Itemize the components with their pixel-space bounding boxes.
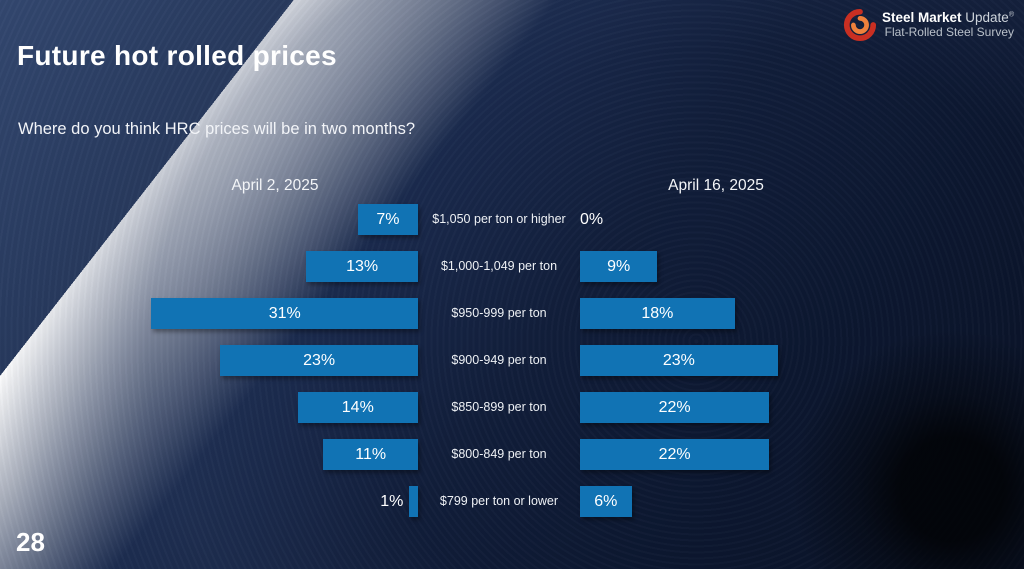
chart-row: 31% $950-999 per ton 18% — [0, 290, 1024, 337]
data-value-label: 0% — [580, 210, 604, 228]
survey-question: Where do you think HRC prices will be in… — [18, 120, 416, 138]
left-bar-cell: 31% — [0, 298, 418, 329]
chart-row: 13% $1,000-1,049 per ton 9% — [0, 243, 1024, 290]
data-bar: 31% — [151, 298, 418, 329]
data-bar: 14% — [297, 392, 418, 423]
brand-logo: Steel Market Update® Flat-Rolled Steel S… — [843, 8, 1014, 42]
left-bar-cell: 13% — [0, 251, 418, 282]
data-bar: 9% — [580, 251, 658, 282]
steel-market-update-swirl-icon — [843, 8, 877, 42]
brand-subtitle: Flat-Rolled Steel Survey — [884, 24, 1014, 39]
category-label: $1,050 per ton or higher — [432, 212, 566, 227]
right-column-header: April 16, 2025 — [668, 177, 764, 194]
brand-name-light: Update — [961, 10, 1009, 26]
left-bar-cell: 1% — [0, 486, 418, 517]
brand-name: Steel Market Update® — [882, 10, 1014, 26]
category-label: $900-949 per ton — [451, 353, 547, 368]
right-bar-cell: 6% — [580, 486, 1024, 517]
left-bar-cell: 23% — [0, 345, 418, 376]
category-label: $850-899 per ton — [451, 400, 547, 415]
page-number: 28 — [16, 527, 45, 557]
chart-row: 1% $799 per ton or lower 6% — [0, 478, 1024, 525]
right-bar-cell: 9% — [580, 251, 1024, 282]
chart-row: 14% $850-899 per ton 22% — [0, 384, 1024, 431]
right-bar-cell: 23% — [580, 345, 1024, 376]
data-bar: 7% — [357, 204, 418, 235]
data-bar: 22% — [580, 392, 770, 423]
data-bar: 23% — [220, 345, 418, 376]
data-bar: 22% — [580, 439, 770, 470]
right-bar-cell: 18% — [580, 298, 1024, 329]
category-label: $950-999 per ton — [451, 306, 547, 321]
left-bar-cell: 11% — [0, 439, 418, 470]
brand-text: Steel Market Update® Flat-Rolled Steel S… — [882, 10, 1014, 39]
right-bar-cell: 22% — [580, 392, 1024, 423]
data-bar: 13% — [306, 251, 418, 282]
category-label: $800-849 per ton — [451, 447, 547, 462]
slide-title: Future hot rolled prices — [17, 40, 337, 71]
chart-row: 7% $1,050 per ton or higher 0% — [0, 196, 1024, 243]
chart-rows: 7% $1,050 per ton or higher 0% 13% $1,000-1,… — [0, 196, 1024, 525]
right-bar-cell: 0% — [580, 204, 1024, 235]
left-bar-cell: 7% — [0, 204, 418, 235]
left-column-header: April 2, 2025 — [231, 177, 319, 194]
chart-row: 23% $900-949 per ton 23% — [0, 337, 1024, 384]
chart-row: 11% $800-849 per ton 22% — [0, 431, 1024, 478]
category-label: $1,000-1,049 per ton — [440, 259, 558, 274]
data-value-label: 1% — [380, 492, 404, 510]
right-bar-cell: 22% — [580, 439, 1024, 470]
data-bar: 23% — [580, 345, 778, 376]
data-bar: 18% — [580, 298, 735, 329]
data-bar: 6% — [580, 486, 632, 517]
category-label: $799 per ton or lower — [439, 494, 559, 509]
data-bar — [409, 486, 418, 517]
brand-name-bold: Steel Market — [881, 10, 962, 26]
data-bar: 11% — [323, 439, 418, 470]
registered-mark: ® — [1008, 11, 1014, 19]
left-bar-cell: 14% — [0, 392, 418, 423]
